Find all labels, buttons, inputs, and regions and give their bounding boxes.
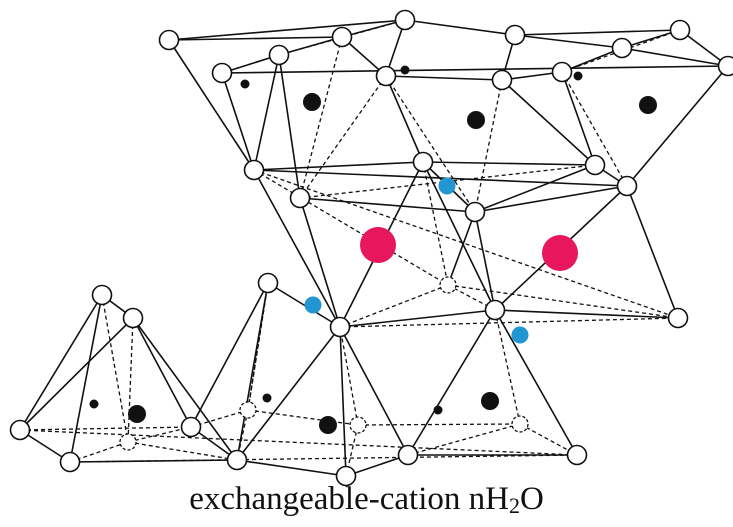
interlayer-cations: [360, 227, 578, 271]
hidden-oxygen-atom: [240, 402, 256, 418]
silicon-atom: [241, 80, 250, 89]
oxygen-atom: [399, 446, 418, 465]
hydroxyl-atom: [439, 178, 456, 195]
bond-line: [300, 198, 475, 212]
bond-line: [222, 66, 728, 73]
hidden-oxygen-atom: [512, 416, 528, 432]
hidden-bond-line: [128, 442, 237, 460]
hidden-bond-line: [475, 80, 502, 212]
bond-line: [237, 460, 346, 476]
hidden-bond-line: [386, 76, 475, 212]
bond-line: [423, 162, 595, 165]
hidden-bond-line: [254, 170, 678, 318]
bond-line: [279, 55, 300, 198]
interlayer-cation: [542, 235, 578, 271]
hidden-bond-line: [20, 430, 577, 455]
oxygen-atom: [466, 203, 485, 222]
oxygen-atom: [259, 274, 278, 293]
bond-line: [386, 76, 423, 162]
oxygen-atom: [586, 156, 605, 175]
bond-line: [222, 73, 254, 170]
caption-prefix: exchangeable-cation nH: [189, 481, 509, 517]
oxygen-atom: [228, 451, 247, 470]
oxygen-atom: [61, 453, 80, 472]
oxygen-atom: [160, 31, 179, 50]
caption-suffix: O: [520, 481, 544, 517]
oxygen-atom: [377, 67, 396, 86]
bond-line: [502, 80, 595, 165]
oxygen-atom: [11, 421, 30, 440]
silicon-atom: [401, 66, 410, 75]
diagram-caption: exchangeable-cation nH2O: [0, 478, 733, 521]
oxygen-atom: [613, 39, 632, 58]
bond-line: [475, 212, 495, 310]
bond-line: [133, 318, 237, 460]
silicon-atom: [90, 400, 99, 409]
silicon-atom: [574, 72, 583, 81]
bond-line: [405, 20, 515, 35]
oxygen-atom: [270, 46, 289, 65]
bond-line: [627, 186, 678, 318]
bond-line: [515, 30, 680, 35]
aluminum-atom: [639, 96, 657, 114]
bond-line: [408, 310, 495, 455]
bond-line: [340, 327, 346, 476]
oxygen-atom: [671, 21, 690, 40]
oxygen-atom: [93, 286, 112, 305]
bond-line: [169, 40, 254, 170]
hidden-bond-line: [254, 170, 448, 285]
hidden-bond-line: [20, 427, 191, 430]
oxygen-atom: [618, 177, 637, 196]
bond-line: [386, 76, 502, 80]
bond-line: [340, 327, 408, 455]
bond-line: [475, 165, 595, 212]
hydroxyl-atom: [305, 297, 322, 314]
hidden-bond-line: [358, 424, 520, 425]
oxygen-atom: [414, 153, 433, 172]
hydroxyl-atom: [512, 327, 529, 344]
hidden-oxygen-atom: [120, 434, 136, 450]
oxygen-atom: [396, 11, 415, 30]
hidden-bond-line: [495, 310, 520, 424]
silicon-atom: [263, 394, 272, 403]
oxygen-atom: [124, 309, 143, 328]
bond-line: [423, 162, 495, 310]
dashed-bond-lines: [20, 20, 680, 476]
aluminum-atom: [481, 392, 499, 410]
oxygen-atom: [213, 64, 232, 83]
bond-line: [627, 66, 728, 186]
aluminum-atom: [128, 405, 146, 423]
oxygen-atom: [245, 161, 264, 180]
bond-line: [515, 35, 622, 48]
oxygen-atom: [568, 446, 587, 465]
interlayer-cation: [360, 227, 396, 263]
oxygen-atom: [182, 418, 201, 437]
aluminum-atom: [303, 93, 321, 111]
oxygen-atom: [331, 318, 350, 337]
aluminum-atoms: [128, 93, 657, 434]
hidden-oxygen-atom: [440, 277, 456, 293]
bond-line: [562, 72, 595, 165]
oxygen-atom: [553, 63, 572, 82]
oxygen-atom: [669, 309, 688, 328]
oxygen-atom: [493, 71, 512, 90]
aluminum-atom: [467, 111, 485, 129]
bond-line: [254, 162, 423, 170]
bond-line: [495, 310, 577, 455]
aluminum-atom: [319, 416, 337, 434]
hidden-bond-line: [128, 318, 133, 442]
oxygen-atom: [333, 28, 352, 47]
silicon-atom: [434, 406, 443, 415]
oxygen-atom: [506, 26, 525, 45]
oxygen-atom: [719, 57, 733, 76]
hidden-oxygen-atom: [350, 417, 366, 433]
oxygen-atom: [486, 301, 505, 320]
bond-line: [622, 48, 728, 66]
caption-subscript: 2: [509, 493, 520, 518]
hidden-bond-line: [248, 410, 358, 425]
oxygen-atom: [291, 189, 310, 208]
hidden-bond-line: [340, 318, 678, 327]
silicon-atoms: [90, 66, 583, 415]
